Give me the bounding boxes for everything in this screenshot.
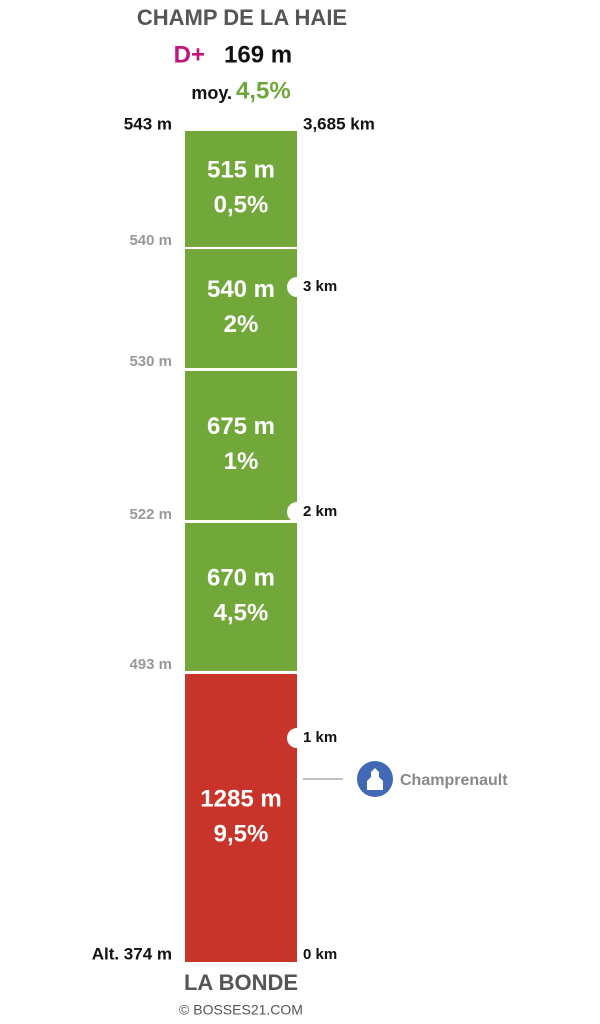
segment-length: 515 m	[207, 156, 275, 183]
average-prefix: moy.	[191, 83, 232, 103]
segment	[185, 371, 297, 520]
km-notch	[287, 728, 307, 748]
altitude-label: 540 m	[129, 232, 172, 249]
credit: © BOSSES21.COM	[179, 1002, 303, 1018]
segment-grade: 2%	[224, 311, 259, 338]
distance-label: 0 km	[303, 946, 337, 963]
segment-grade: 9,5%	[214, 820, 269, 847]
climb-title: CHAMP DE LA HAIE	[137, 5, 347, 30]
segment-length: 670 m	[207, 564, 275, 591]
segment	[185, 674, 297, 962]
altitude-label: 530 m	[129, 353, 172, 370]
distance-label: 3 km	[303, 278, 337, 295]
average: 4,5%	[236, 77, 291, 104]
altitude-label: Alt. 374 m	[92, 944, 172, 963]
segments: 515 m 0,5% 540 m 2% 675 m 1% 670 m 4,5% 1285 m 9,…	[185, 131, 297, 962]
landmark-label: Champrenault	[400, 772, 508, 789]
segment-length: 675 m	[207, 413, 275, 440]
altitude-label: 522 m	[129, 506, 172, 523]
segment-grade: 4,5%	[214, 599, 269, 626]
segment	[185, 523, 297, 671]
gain: 169 m	[224, 41, 292, 68]
gain-prefix: D+	[174, 41, 205, 68]
km-notch	[287, 502, 307, 522]
distance-label: 1 km	[303, 729, 337, 746]
distance-label: 3,685 km	[303, 114, 375, 133]
segment-length: 540 m	[207, 276, 275, 303]
segment-length: 1285 m	[200, 785, 281, 812]
labels: 543 m 540 m 530 m 522 m 493 m Alt. 374 m 3,685…	[92, 114, 375, 963]
altitude-label: 543 m	[124, 114, 172, 133]
segment	[185, 131, 297, 247]
distance-label: 2 km	[303, 503, 337, 520]
altitude-label: 493 m	[129, 656, 172, 673]
km-notch	[287, 277, 307, 297]
church-glyph	[367, 768, 383, 790]
start-name: LA BONDE	[184, 970, 298, 995]
segment-grade: 1%	[224, 448, 259, 475]
segment-grade: 0,5%	[214, 191, 269, 218]
segment	[185, 249, 297, 368]
